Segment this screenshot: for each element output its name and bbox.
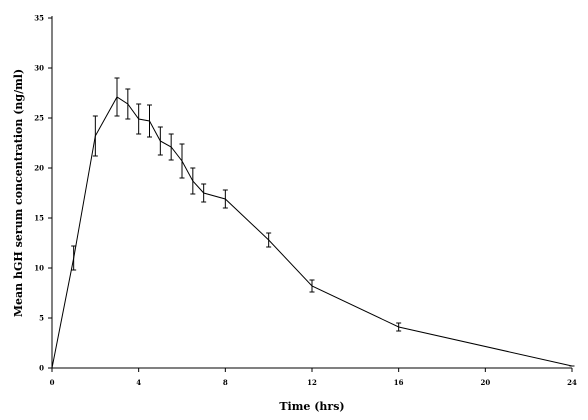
x-ticks: 0 4 8 12 16 20 24 bbox=[50, 368, 577, 387]
x-tick-label: 0 bbox=[50, 378, 55, 387]
y-tick-label: 15 bbox=[34, 214, 44, 223]
x-tick-label: 12 bbox=[307, 378, 317, 387]
x-tick-label: 4 bbox=[136, 378, 141, 387]
y-ticks: 0 5 10 15 20 25 30 35 bbox=[34, 14, 52, 373]
axes bbox=[51, 16, 572, 369]
x-tick-label: 24 bbox=[567, 378, 577, 387]
y-tick-label: 20 bbox=[34, 164, 44, 173]
error-bars bbox=[49, 77, 575, 369]
x-tick-label: 20 bbox=[480, 378, 490, 387]
y-tick-label: 0 bbox=[39, 364, 44, 373]
y-tick-label: 30 bbox=[34, 64, 44, 73]
y-tick-label: 5 bbox=[39, 314, 44, 323]
y-axis-title: Mean hGH serum concentration (ng/ml) bbox=[12, 69, 25, 317]
series-line bbox=[51, 96, 573, 369]
x-axis-title: Time (hrs) bbox=[279, 400, 344, 413]
x-tick-label: 16 bbox=[394, 378, 404, 387]
y-tick-label: 35 bbox=[34, 14, 44, 23]
x-tick-label: 8 bbox=[223, 378, 228, 387]
y-tick-label: 25 bbox=[34, 114, 44, 123]
y-tick-label: 10 bbox=[34, 264, 44, 273]
